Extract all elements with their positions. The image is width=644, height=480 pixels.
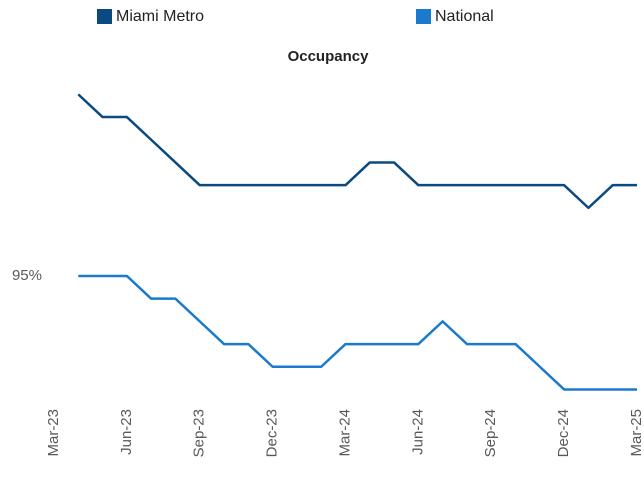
legend-label: National [435, 8, 494, 25]
x-tick-label: Sep-23 [191, 409, 208, 457]
x-tick-label: Mar-24 [336, 409, 353, 457]
x-tick-label: Mar-23 [45, 409, 62, 457]
chart-title: Occupancy [288, 48, 370, 65]
x-tick-label: Jun-24 [409, 409, 426, 455]
series-line [78, 274, 637, 391]
x-tick-label: Dec-24 [555, 409, 572, 457]
legend-swatch [416, 9, 431, 24]
y-tick-label: 95% [12, 267, 42, 284]
x-tick-label: Jun-23 [118, 409, 135, 455]
legend-swatch [97, 9, 112, 24]
x-tick-label: Mar-25 [628, 409, 644, 457]
series-line [77, 93, 637, 210]
x-tick-label: Dec-23 [264, 409, 281, 457]
x-tick-label: Sep-24 [482, 409, 499, 457]
legend-label: Miami Metro [116, 8, 204, 25]
